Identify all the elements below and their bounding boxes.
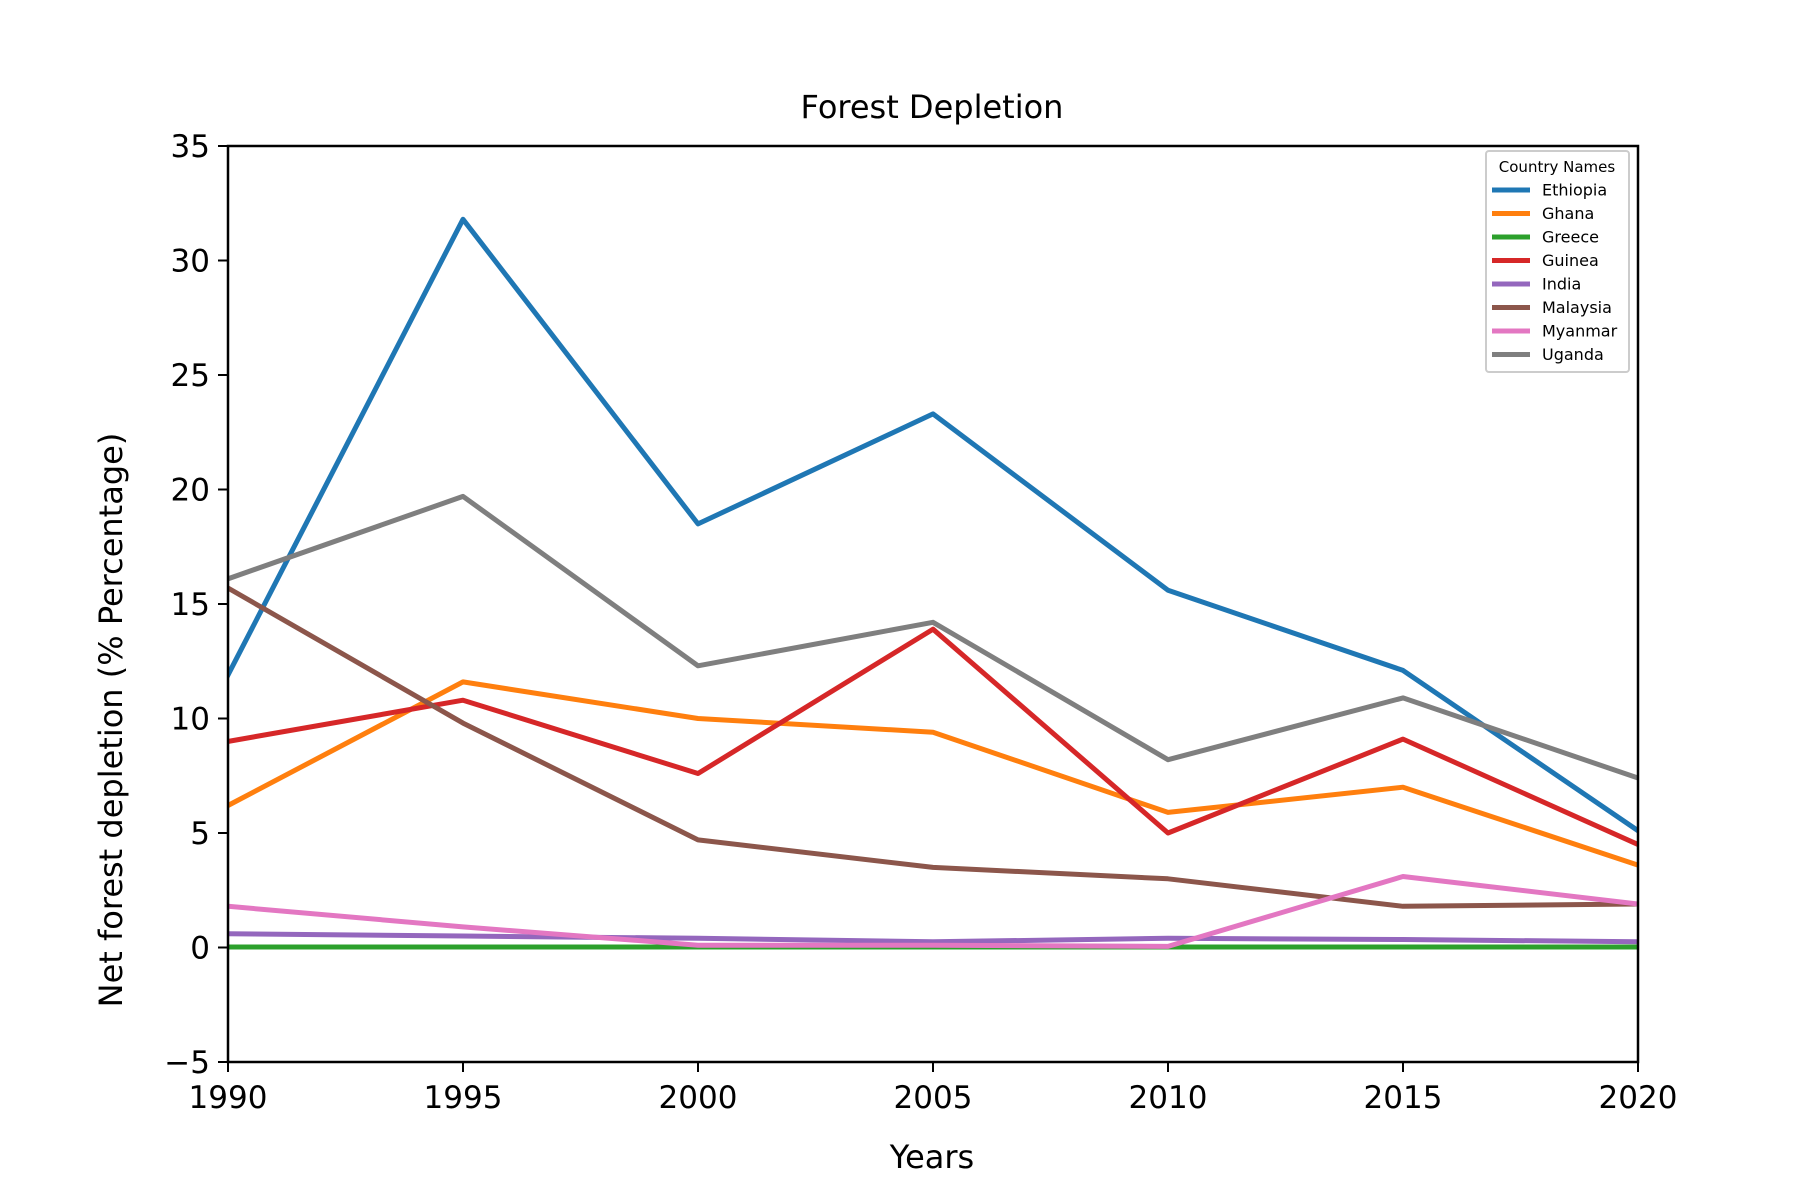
legend-box: [1485, 150, 1630, 373]
y-tick-label: 0: [190, 931, 210, 967]
y-tick-label: 15: [171, 587, 210, 623]
y-axis-title: Net forest depletion (% Percentage): [92, 433, 130, 1008]
y-tick-label: −5: [164, 1045, 210, 1081]
series-line-ghana: [228, 679, 1638, 868]
x-tick-label: 1995: [424, 1080, 503, 1116]
x-tick-label: 2000: [659, 1080, 738, 1116]
legend-label-guinea: Guinea: [1542, 251, 1599, 270]
x-tick-label: 2015: [1364, 1080, 1443, 1116]
x-axis-title: Years: [889, 1138, 974, 1176]
y-tick-label: 30: [171, 244, 210, 280]
legend-label-greece: Greece: [1542, 228, 1599, 247]
legend: Country Names Ethiopia Ghana Greece Guinea I…: [1485, 150, 1630, 373]
y-tick-label: 35: [171, 129, 210, 165]
series-line-myanmar: [228, 874, 1638, 949]
legend-label-uganda: Uganda: [1542, 345, 1604, 364]
series-line-india: [228, 931, 1638, 945]
series-lines: [228, 216, 1638, 950]
chart-title: Forest Depletion: [801, 88, 1064, 126]
series-line-malaysia: [228, 585, 1638, 909]
legend-title: Country Names: [1499, 158, 1616, 176]
y-tick-label: 25: [171, 358, 210, 394]
y-tick-label: 5: [190, 816, 210, 852]
series-line-ethiopia: [228, 216, 1638, 834]
x-tick-label: 2020: [1599, 1080, 1678, 1116]
x-tick-label: 2010: [1129, 1080, 1208, 1116]
series-line-guinea: [228, 626, 1638, 848]
plot-area: 1990 1995 2000 2005 2010 2015 2020 −5 0 5 10 15 20 25…: [164, 129, 1677, 1116]
legend-label-ethiopia: Ethiopia: [1542, 181, 1607, 200]
y-tick-label: 20: [171, 473, 210, 509]
y-tick-label: 10: [171, 702, 210, 738]
series-line-uganda: [228, 493, 1638, 781]
legend-label-ghana: Ghana: [1542, 204, 1594, 223]
x-tick-label: 2005: [894, 1080, 973, 1116]
legend-items: Ethiopia Ghana Greece Guinea India Malaysia My…: [1492, 181, 1618, 364]
legend-label-malaysia: Malaysia: [1542, 298, 1612, 317]
legend-label-india: India: [1542, 275, 1581, 294]
x-tick-label: 1990: [189, 1080, 268, 1116]
legend-label-myanmar: Myanmar: [1542, 322, 1618, 341]
